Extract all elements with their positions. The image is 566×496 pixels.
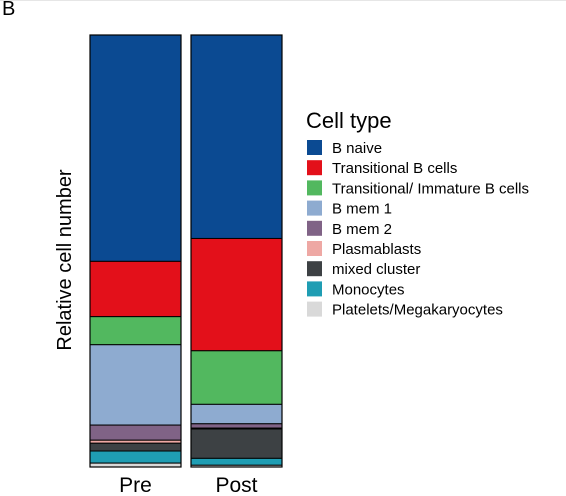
legend-swatch-8 [307,301,322,317]
legend-label-1: Transitional B cells [332,160,457,177]
legend-swatch-6 [307,261,322,277]
bar-segment-post-2 [190,350,283,405]
bar-segment-post-3 [190,403,283,425]
bar-outline-pre [89,34,182,468]
bar-segment-pre-6 [89,442,182,452]
x-tick-labels: Pre Post [119,474,258,496]
legend: B naive Transitional B cells Transitional/… [307,140,529,319]
legend-title: Cell type [306,108,392,133]
bar-segment-pre-7 [89,450,182,464]
bar-segment-pre-2 [89,316,182,346]
legend-swatch-5 [307,241,322,256]
bar-segment-pre-3 [89,344,182,426]
bar-segment-pre-0 [89,34,182,262]
legend-label-6: mixed cluster [332,261,420,278]
legend-label-2: Transitional/ Immature B cells [332,180,529,197]
y-axis-label: Relative cell number [54,169,76,351]
legend-swatch-4 [307,220,322,236]
panel-label: B [2,0,16,20]
x-tick-label-post: Post [215,474,257,496]
legend-label-0: B naive [332,140,382,157]
legend-label-5: Plasmablasts [332,241,421,258]
bar-segment-post-1 [190,237,283,352]
bars-group [89,34,283,468]
legend-label-4: B mem 2 [332,221,392,238]
legend-label-7: Monocytes [332,281,405,298]
legend-label-8: Platelets/Megakaryocytes [332,302,503,319]
bar-outline-post [190,34,283,468]
legend-label-3: B mem 1 [332,201,392,218]
bar-segment-pre-4 [89,424,182,441]
top-rule [0,0,566,1]
bar-segment-post-7 [190,457,283,466]
bar-segment-post-0 [190,34,283,239]
legend-swatch-0 [307,140,322,155]
bar-segment-pre-1 [89,260,182,318]
legend-swatch-2 [307,180,322,196]
legend-swatch-1 [307,160,322,176]
bar-segment-post-6 [190,428,283,459]
bar-segment-post-4 [190,423,283,429]
legend-swatch-7 [307,281,322,297]
x-tick-label-pre: Pre [119,474,152,496]
legend-swatch-3 [307,200,322,216]
